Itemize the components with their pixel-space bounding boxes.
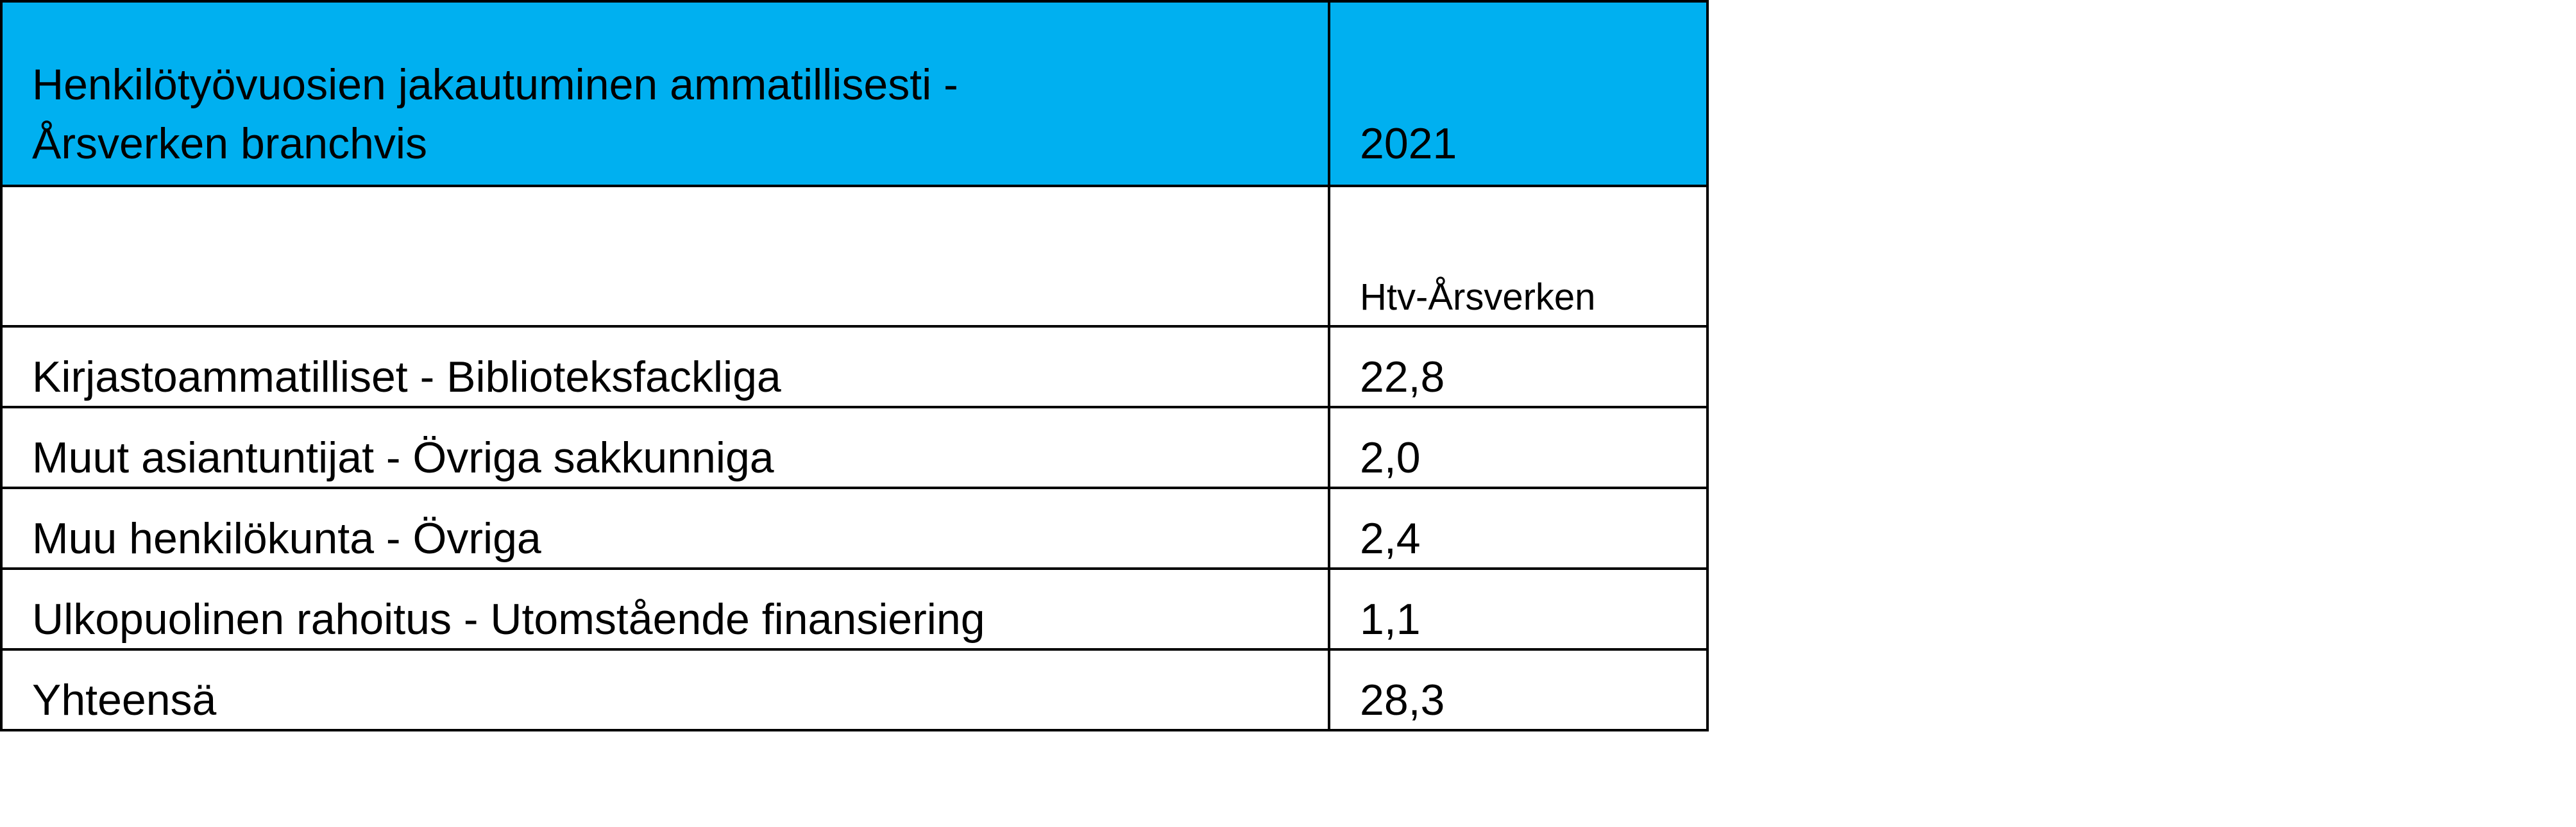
row-label: Muut asiantuntijat - Övriga sakkunniga bbox=[0, 406, 1330, 489]
row-label: Yhteensä bbox=[0, 648, 1330, 731]
row-value: 2,0 bbox=[1328, 406, 1709, 489]
data-table: Henkilötyövuosien jakautuminen ammatilli… bbox=[0, 0, 1709, 731]
table-row: Ulkopuolinen rahoitus - Utomstående fina… bbox=[0, 567, 1709, 651]
table-row: Yhteensä 28,3 bbox=[0, 648, 1709, 731]
header-row: Henkilötyövuosien jakautuminen ammatilli… bbox=[0, 0, 1709, 187]
table-row: Kirjastoammatilliset - Biblioteksfacklig… bbox=[0, 325, 1709, 408]
row-value: 2,4 bbox=[1328, 487, 1709, 570]
row-label: Muu henkilökunta - Övriga bbox=[0, 487, 1330, 570]
empty-cell bbox=[0, 185, 1330, 328]
row-value: 1,1 bbox=[1328, 567, 1709, 651]
title-line: Henkilötyövuosien jakautuminen ammatilli… bbox=[32, 60, 958, 109]
table-row: Muu henkilökunta - Övriga 2,4 bbox=[0, 487, 1709, 570]
row-value: 28,3 bbox=[1328, 648, 1709, 731]
unit-label: Htv-Årsverken bbox=[1328, 185, 1709, 328]
header-year: 2021 bbox=[1328, 0, 1709, 187]
row-label: Kirjastoammatilliset - Biblioteksfacklig… bbox=[0, 325, 1330, 408]
unit-row: Htv-Årsverken bbox=[0, 185, 1709, 328]
header-title: Henkilötyövuosien jakautuminen ammatilli… bbox=[0, 0, 1330, 187]
table-row: Muut asiantuntijat - Övriga sakkunniga 2… bbox=[0, 406, 1709, 489]
row-value: 22,8 bbox=[1328, 325, 1709, 408]
title-line: Årsverken branchvis bbox=[32, 119, 428, 168]
row-label: Ulkopuolinen rahoitus - Utomstående fina… bbox=[0, 567, 1330, 651]
